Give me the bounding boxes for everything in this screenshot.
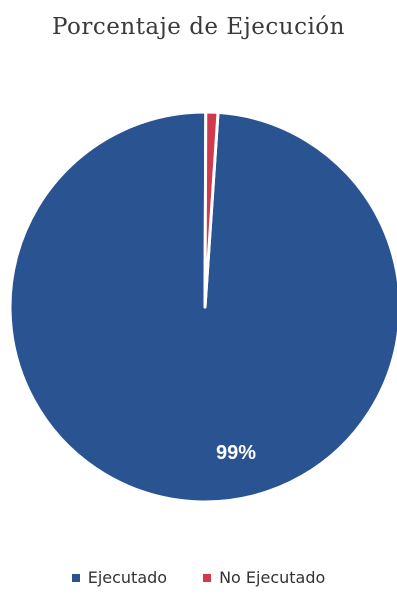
- legend-item-ejecutado: Ejecutado: [71, 568, 168, 587]
- legend-label-no-ejecutado: No Ejecutado: [219, 568, 326, 587]
- chart-title: Porcentaje de Ejecución: [52, 14, 345, 40]
- legend-label-ejecutado: Ejecutado: [87, 568, 168, 587]
- legend-swatch-ejecutado: [71, 573, 80, 582]
- data-label-ejecutado: 99%: [216, 442, 256, 464]
- legend-item-no-ejecutado: No Ejecutado: [203, 568, 325, 587]
- chart-legend: Ejecutado No Ejecutado: [0, 568, 397, 587]
- pie-slice-no-ejecutado: [203, 110, 220, 309]
- legend-swatch-no-ejecutado: [203, 573, 212, 582]
